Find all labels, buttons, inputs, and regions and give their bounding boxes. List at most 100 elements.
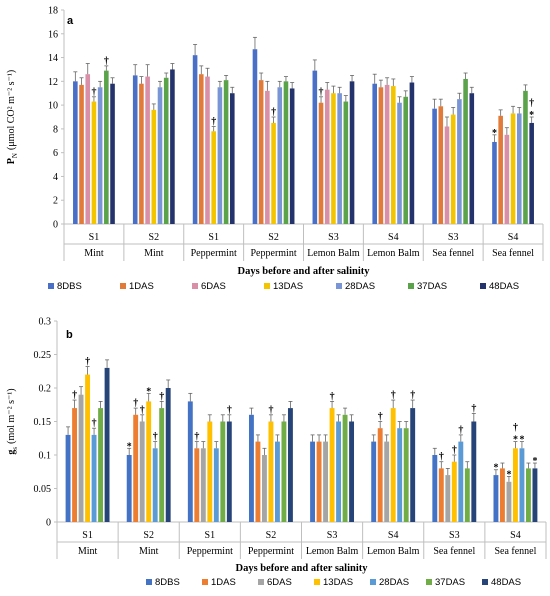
- bar: [139, 83, 144, 224]
- bar: [492, 141, 497, 224]
- bar: [310, 441, 316, 522]
- significance-asterisk: *: [146, 386, 151, 397]
- significance-dagger: †: [410, 390, 415, 401]
- bar: [523, 90, 528, 224]
- bar: [397, 428, 403, 522]
- legend-swatch: [146, 579, 152, 585]
- significance-dagger: †: [227, 405, 232, 416]
- y-tick-label: 4: [53, 172, 58, 183]
- bar: [504, 134, 510, 224]
- bar: [349, 421, 355, 522]
- bar: [457, 99, 462, 224]
- significance-dagger: †: [211, 117, 216, 128]
- significance-dagger: †: [439, 452, 444, 463]
- y-axis-label: PN (μmol CO² m⁻² s⁻¹): [6, 70, 19, 164]
- x-tick-label-bottom: Mint: [84, 248, 104, 259]
- bar: [516, 113, 522, 224]
- bar: [403, 428, 409, 522]
- significance-dagger: †: [104, 56, 109, 67]
- legend-swatch: [408, 283, 414, 289]
- bar: [277, 87, 283, 225]
- legend-label: 37DAS: [435, 577, 465, 588]
- legend-swatch: [426, 579, 432, 585]
- y-axis-label-subscript: s: [11, 447, 19, 450]
- legend-label: 37DAS: [417, 281, 447, 292]
- bar: [498, 115, 503, 224]
- bar: [289, 88, 295, 224]
- significance-dagger: †: [140, 405, 145, 416]
- bar: [274, 441, 280, 522]
- bar: [110, 83, 115, 224]
- bar: [139, 421, 145, 522]
- x-tick-label-bottom: Peppermint: [248, 546, 294, 557]
- bar: [229, 93, 235, 224]
- y-tick-label: 0.15: [34, 417, 52, 428]
- bar: [438, 468, 444, 522]
- bar: [192, 55, 198, 224]
- x-tick-label-bottom: Lemon Balm: [367, 248, 420, 259]
- y-axis-label-subscript: N: [11, 153, 19, 158]
- bar: [91, 434, 97, 522]
- panel-letter: b: [66, 329, 73, 341]
- legend-swatch: [192, 283, 198, 289]
- bar: [349, 81, 355, 224]
- x-tick-label-bottom: Mint: [78, 546, 98, 557]
- bar: [391, 86, 396, 224]
- x-tick-label-top: S1: [205, 530, 216, 541]
- bar: [384, 441, 390, 522]
- x-tick-label-bottom: Peppermint: [191, 248, 237, 259]
- bar: [318, 102, 324, 224]
- legend-swatch: [264, 283, 270, 289]
- x-tick-label-top: S2: [266, 530, 277, 541]
- bar: [529, 122, 534, 224]
- bar: [316, 441, 322, 522]
- bar: [384, 84, 390, 225]
- bar: [170, 69, 175, 224]
- bar: [159, 408, 165, 522]
- significance-dagger: †: [458, 425, 463, 436]
- legend-label: 28DAS: [379, 577, 409, 588]
- significance-dagger: †: [153, 432, 158, 443]
- bar: [342, 414, 348, 522]
- bar: [532, 468, 538, 522]
- bar: [248, 414, 254, 522]
- y-tick-label: 0.05: [34, 484, 52, 495]
- x-axis-label: Days before and after salinity: [235, 563, 368, 574]
- significance-dagger: †: [471, 403, 476, 414]
- bar: [506, 481, 512, 522]
- y-tick-label: 6: [53, 148, 58, 159]
- bar: [464, 468, 470, 522]
- x-tick-label-top: S2: [149, 232, 160, 243]
- legend-swatch: [480, 283, 486, 289]
- legend-label: 1DAS: [211, 577, 236, 588]
- bar: [73, 81, 78, 224]
- legend-swatch: [202, 579, 208, 585]
- bar: [265, 90, 270, 224]
- bar: [194, 448, 200, 522]
- y-tick-label: 14: [48, 53, 58, 64]
- legend-label: 13DAS: [273, 281, 303, 292]
- bar: [126, 455, 132, 522]
- bar: [78, 394, 84, 522]
- bar: [200, 448, 206, 522]
- significance-asterisk: *: [532, 456, 537, 467]
- bar: [410, 408, 416, 522]
- bar: [409, 82, 415, 225]
- bar: [255, 441, 261, 522]
- bar: [463, 78, 468, 224]
- legend-label: 13DAS: [323, 577, 353, 588]
- bar: [324, 89, 330, 225]
- bar: [525, 468, 531, 522]
- significance-dagger: †: [91, 87, 96, 98]
- bar: [65, 434, 71, 522]
- significance-dagger: †: [330, 391, 335, 402]
- y-tick-label: 0.25: [34, 350, 52, 361]
- bar: [458, 441, 464, 522]
- significance-dagger: †: [319, 87, 324, 98]
- bar: [91, 101, 97, 224]
- y-tick-label: 12: [48, 77, 58, 88]
- legend-swatch: [482, 579, 488, 585]
- bar: [85, 374, 91, 522]
- significance-dagger: †: [513, 423, 518, 434]
- bar: [226, 421, 232, 522]
